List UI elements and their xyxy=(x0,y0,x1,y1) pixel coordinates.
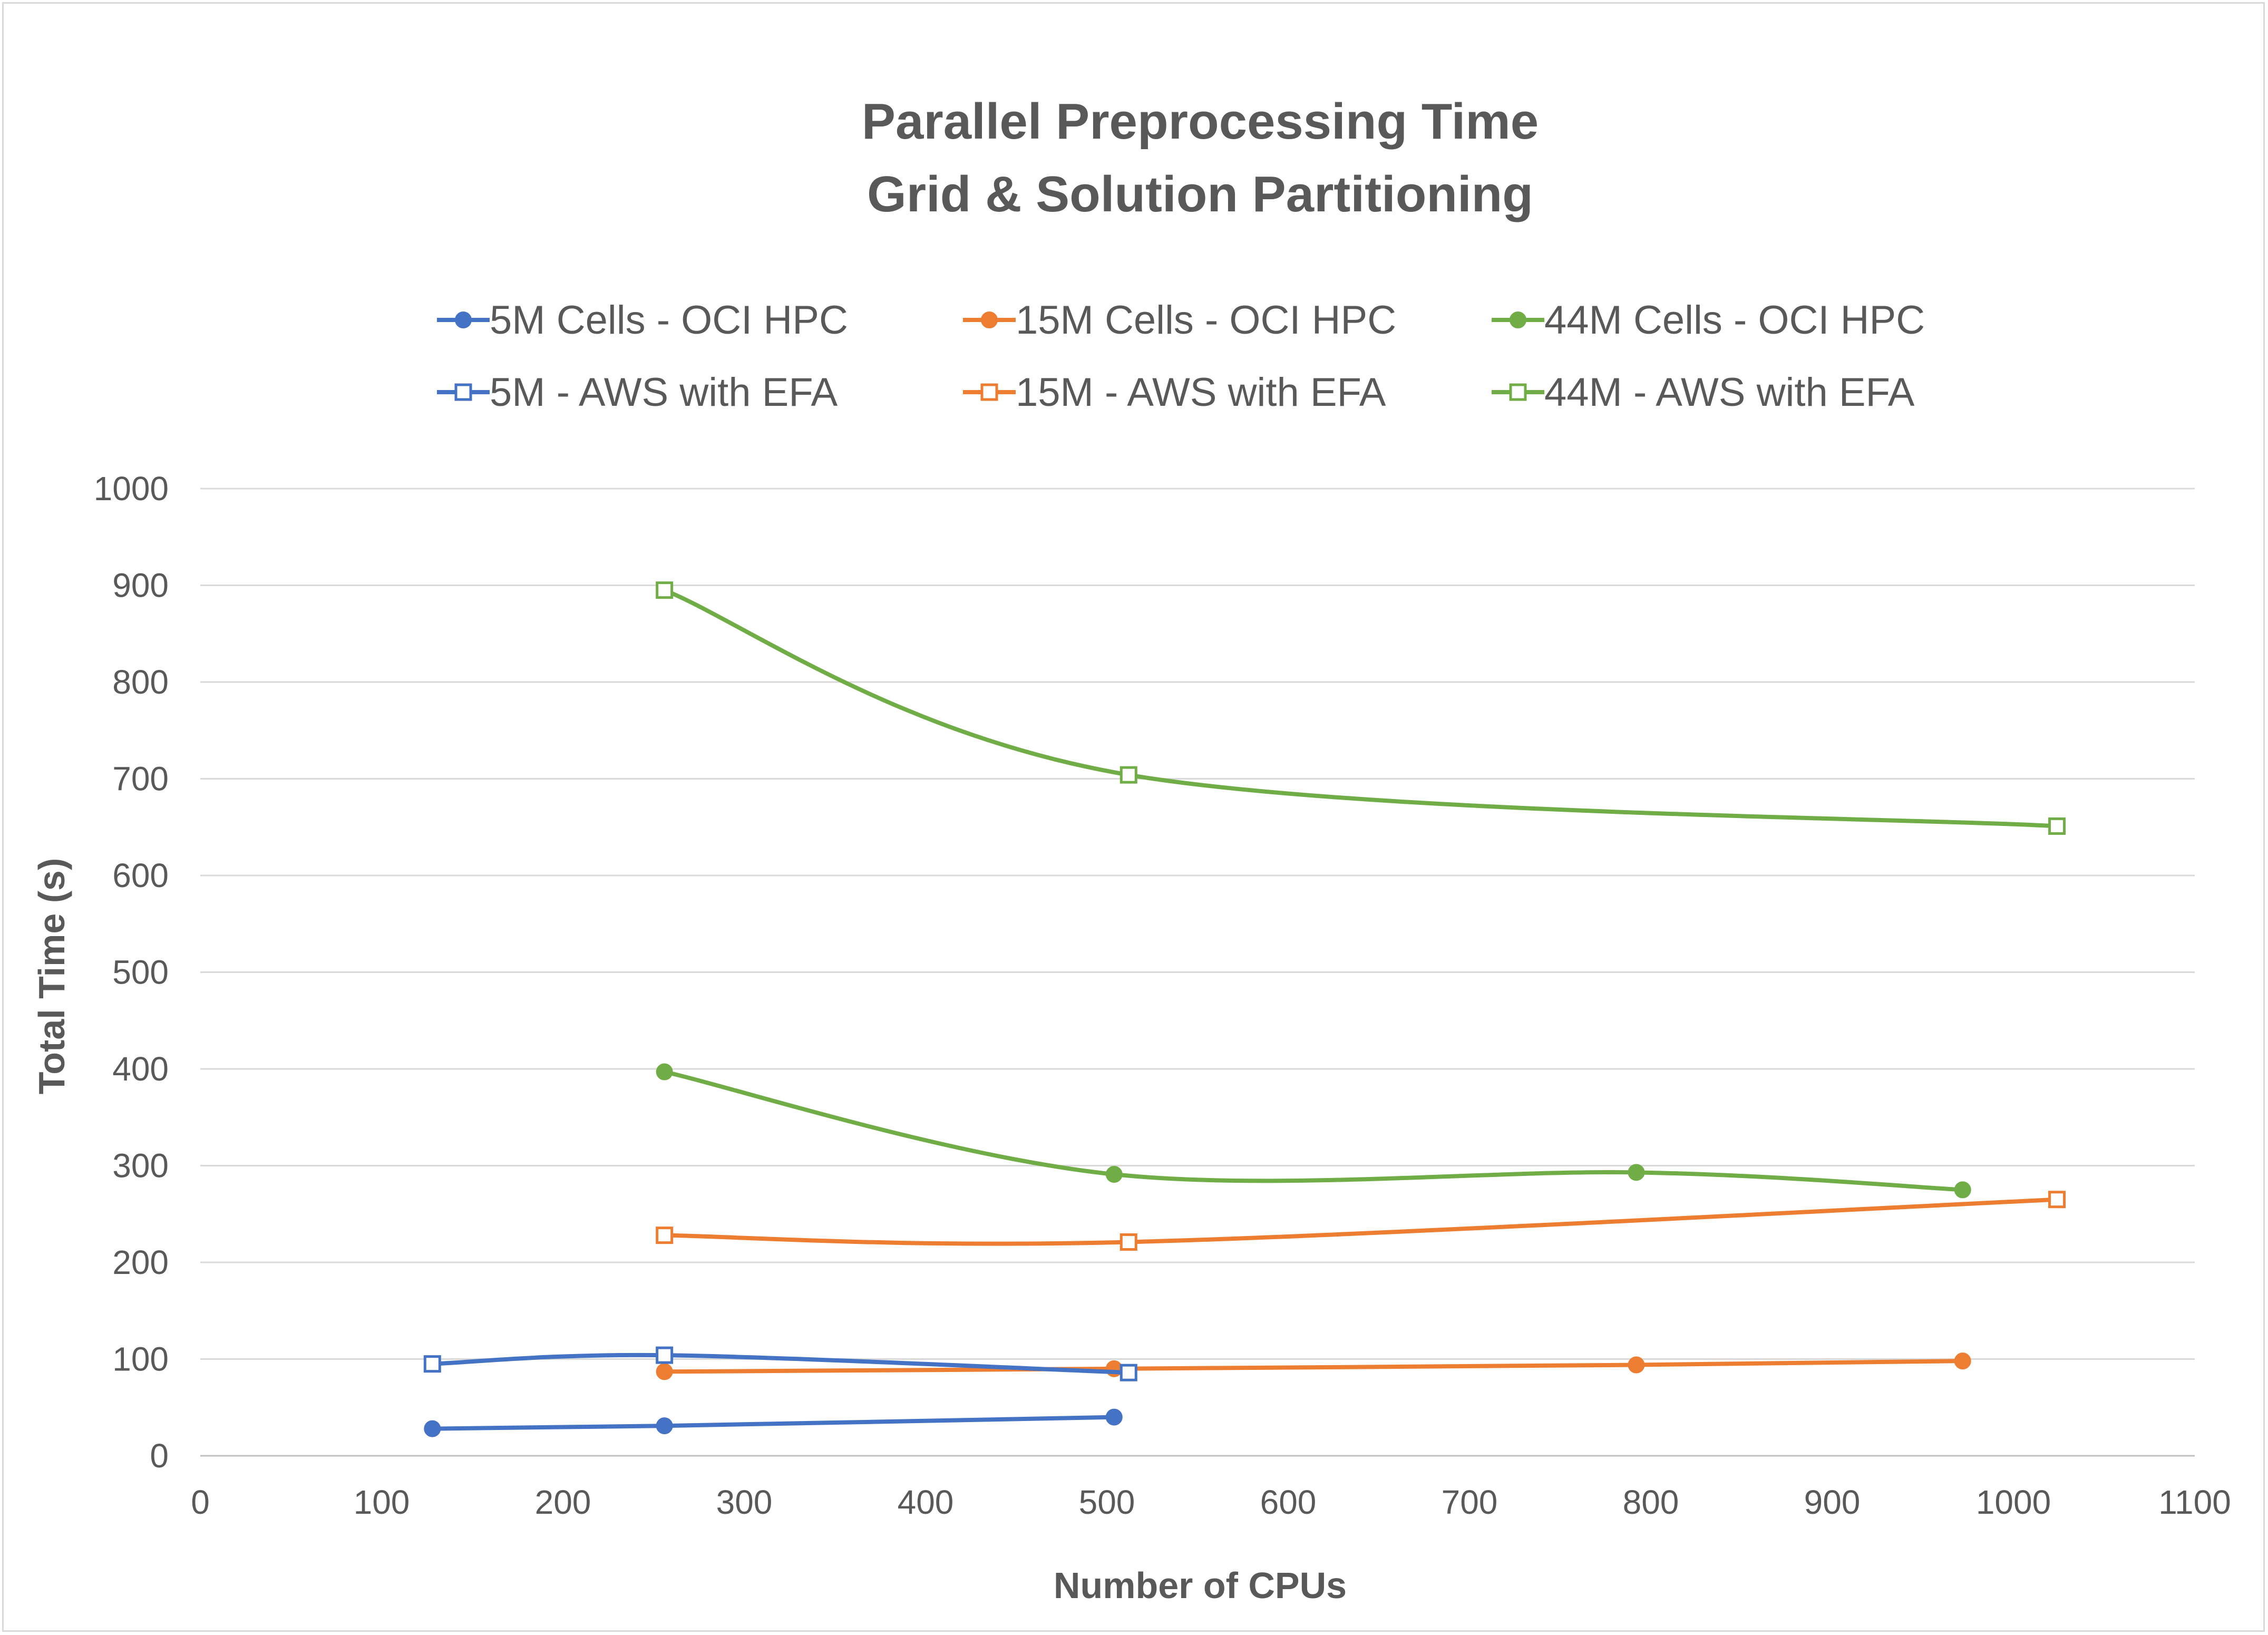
y-tick-label: 600 xyxy=(112,857,169,894)
x-tick-label: 600 xyxy=(1260,1483,1317,1521)
data-point-5m-cells-oci-hpc xyxy=(656,1417,673,1435)
series-line-15m-cells-oci-hpc xyxy=(662,1359,1965,1374)
chart-title-line-1: Parallel Preprocessing Time xyxy=(862,93,1539,150)
legend-label: 5M - AWS with EFA xyxy=(490,370,838,415)
y-tick-label: 100 xyxy=(112,1340,169,1378)
data-point-44m-aws-with-efa xyxy=(656,581,674,599)
series-5m-cells-oci-hpc xyxy=(424,1408,1123,1437)
series-line-5m-cells-oci-hpc xyxy=(430,1415,1116,1431)
x-tick-label: 0 xyxy=(191,1483,210,1521)
data-point-15m-cells-oci-hpc xyxy=(1954,1352,1971,1370)
legend-item-15m-aws-with-efa: 15M - AWS with EFA xyxy=(963,370,1386,415)
legend-item-5m-cells-oci-hpc: 5M Cells - OCI HPC xyxy=(437,298,848,343)
x-tick-label: 1000 xyxy=(1976,1483,2051,1521)
series-15m-cells-oci-hpc xyxy=(656,1352,1971,1380)
legend-label: 44M Cells - OCI HPC xyxy=(1544,298,1925,343)
x-tick-label: 400 xyxy=(898,1483,954,1521)
y-tick-label: 500 xyxy=(112,953,169,991)
legend-swatch-marker xyxy=(980,383,998,401)
series-line-44m-aws-with-efa xyxy=(662,588,2059,829)
x-tick-label: 500 xyxy=(1079,1483,1135,1521)
legend-swatch-marker xyxy=(455,312,472,328)
data-point-44m-aws-with-efa xyxy=(1120,766,1137,784)
legend-swatch-marker xyxy=(454,383,472,401)
data-point-5m-aws-with-efa xyxy=(1120,1364,1137,1381)
data-point-44m-cells-oci-hpc xyxy=(1954,1181,1971,1199)
series-5m-aws-with-efa xyxy=(423,1346,1137,1381)
gridlines xyxy=(200,488,2195,1360)
legend-label: 15M - AWS with EFA xyxy=(1016,370,1386,415)
series-line-15m-aws-with-efa xyxy=(662,1197,2059,1246)
data-point-44m-cells-oci-hpc xyxy=(1105,1166,1123,1183)
data-point-5m-cells-oci-hpc xyxy=(1105,1408,1123,1426)
legend-swatch-marker xyxy=(981,312,998,328)
y-tick-label: 1000 xyxy=(94,470,169,508)
x-axis-ticks: 0 100 200 300 400 500 600 700 800 900 1000 1100 xyxy=(191,1483,2231,1521)
data-point-15m-aws-with-efa xyxy=(2048,1191,2066,1209)
data-point-15m-cells-oci-hpc xyxy=(656,1363,673,1380)
legend-item-5m-aws-with-efa: 5M - AWS with EFA xyxy=(437,370,838,415)
legend-label: 44M - AWS with EFA xyxy=(1544,370,1915,415)
data-point-15m-aws-with-efa xyxy=(1120,1233,1137,1251)
legend-swatch-marker xyxy=(1509,383,1527,401)
y-axis-ticks: 0 100 200 300 400 500 600 700 800 900 1000 xyxy=(94,470,169,1475)
y-tick-label: 0 xyxy=(150,1437,169,1475)
series-line-5m-aws-with-efa xyxy=(430,1352,1131,1375)
y-tick-label: 400 xyxy=(112,1050,169,1088)
series-15m-aws-with-efa xyxy=(656,1191,2066,1251)
x-tick-label: 300 xyxy=(716,1483,773,1521)
series-group xyxy=(423,581,2066,1437)
data-point-5m-cells-oci-hpc xyxy=(424,1420,441,1437)
data-point-44m-cells-oci-hpc xyxy=(656,1063,673,1081)
data-point-5m-aws-with-efa xyxy=(656,1346,674,1364)
x-tick-label: 100 xyxy=(354,1483,410,1521)
legend-label: 5M Cells - OCI HPC xyxy=(490,298,848,343)
line-chart: Parallel Preprocessing Time Grid & Solut… xyxy=(31,93,2231,1606)
series-line-44m-cells-oci-hpc xyxy=(662,1069,1965,1192)
data-point-15m-aws-with-efa xyxy=(656,1227,674,1244)
y-tick-label: 900 xyxy=(112,567,169,605)
data-point-15m-cells-oci-hpc xyxy=(1628,1356,1645,1374)
series-44m-aws-with-efa xyxy=(656,581,2066,835)
y-tick-label: 200 xyxy=(112,1243,169,1281)
series-44m-cells-oci-hpc xyxy=(656,1063,1971,1199)
legend: 5M Cells - OCI HPC 15M Cells - OCI HPC 44M… xyxy=(437,298,1925,415)
y-tick-label: 800 xyxy=(112,663,169,701)
y-tick-label: 300 xyxy=(112,1147,169,1185)
data-point-44m-cells-oci-hpc xyxy=(1628,1164,1645,1181)
y-tick-label: 700 xyxy=(112,760,169,798)
legend-swatch-marker xyxy=(1510,312,1526,328)
legend-item-44m-cells-oci-hpc: 44M Cells - OCI HPC xyxy=(1492,298,1925,343)
chart-title-line-2: Grid & Solution Partitioning xyxy=(867,166,1533,222)
data-point-5m-aws-with-efa xyxy=(423,1355,441,1373)
x-tick-label: 800 xyxy=(1623,1483,1679,1521)
x-tick-label: 700 xyxy=(1442,1483,1498,1521)
x-axis-title: Number of CPUs xyxy=(1054,1565,1347,1606)
y-axis-title: Total Time (s) xyxy=(31,858,72,1095)
x-tick-label: 900 xyxy=(1804,1483,1861,1521)
legend-item-44m-aws-with-efa: 44M - AWS with EFA xyxy=(1492,370,1915,415)
legend-label: 15M Cells - OCI HPC xyxy=(1016,298,1396,343)
x-tick-label: 1100 xyxy=(2158,1483,2231,1521)
legend-item-15m-cells-oci-hpc: 15M Cells - OCI HPC xyxy=(963,298,1396,343)
x-tick-label: 200 xyxy=(535,1483,591,1521)
data-point-44m-aws-with-efa xyxy=(2048,817,2066,835)
